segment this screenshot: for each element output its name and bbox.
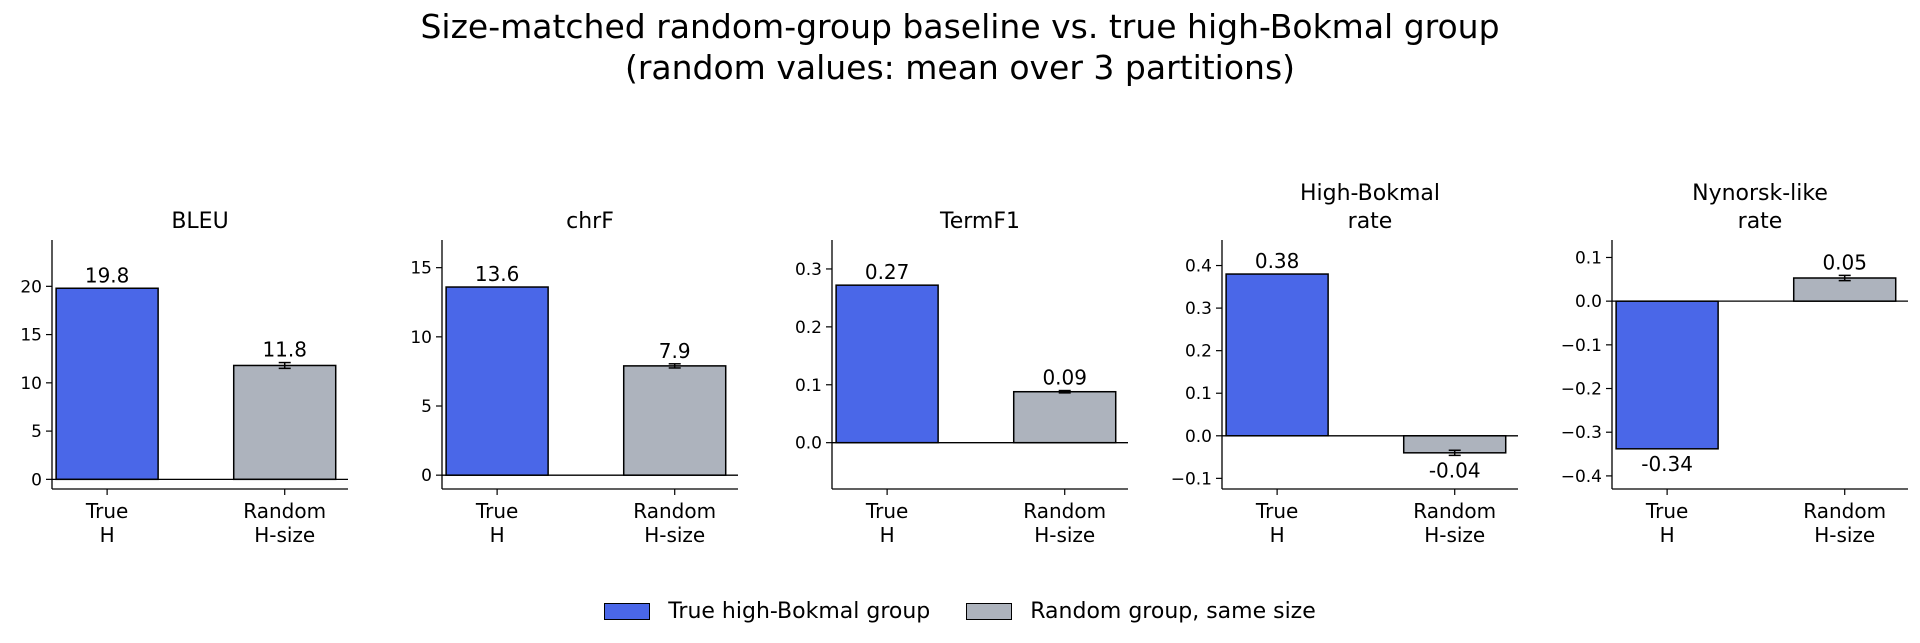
panel-4-title-line2: rate [1348, 209, 1393, 234]
panel-4-ytick-label: −0.1 [1171, 469, 1212, 489]
panel-3-xtick-label: True [865, 499, 908, 523]
panel-3-xtick-label: H [880, 523, 895, 547]
figure-title: Size-matched random-group baseline vs. t… [0, 6, 1920, 88]
panel-3-ytick-label: 0.2 [795, 318, 822, 338]
legend-swatch-true [604, 602, 651, 620]
panel-1-title-line1: BLEU [171, 209, 228, 234]
panel-4-xtick-label: H-size [1424, 523, 1485, 547]
panel-3-bar-random [1012, 390, 1117, 444]
panel-1-bar-true [55, 287, 159, 481]
panel-3-ytick-label: 0.3 [795, 260, 822, 280]
panel-3-error-bar-random [1058, 389, 1071, 394]
panel-2-title-line1: chrF [566, 209, 614, 234]
panel-4-xtick-label: Random [1413, 499, 1496, 523]
panel-5: Nynorsk-like rate −0.4 −0.3 −0.2 −0.1 0.0 0.1 Tr… [1561, 181, 1908, 547]
panel-2-ytick-label: 0 [421, 466, 432, 486]
panel-5-title-line2: rate [1738, 209, 1783, 234]
panel-5-bar-random [1792, 277, 1897, 302]
panel-5-xtick-label: Random [1803, 499, 1886, 523]
panel-2-value-label-true: 13.6 [475, 262, 520, 286]
legend-label-true: True high-Bokmal group [668, 598, 931, 624]
panel-5-error-bar-random [1838, 274, 1851, 282]
panel-5-xtick-label: H-size [1814, 523, 1875, 547]
panel-4-ytick-label: 0.1 [1185, 384, 1212, 404]
panel-4-value-label-random: -0.04 [1429, 458, 1481, 482]
panel-5-ytick-label: 0.0 [1575, 292, 1602, 312]
panel-1-value-label-true: 19.8 [85, 263, 130, 287]
panel-4-ytick-label: 0.4 [1185, 257, 1212, 277]
panel-2-error-bar-random [668, 363, 681, 369]
panel-2-value-label-random: 7.9 [659, 339, 691, 363]
legend-item-true: True high-Bokmal group [604, 599, 930, 624]
panel-4-error-bar-random [1448, 449, 1461, 457]
panel-5-ytick-label: −0.3 [1561, 423, 1602, 443]
panel-3-xtick-label: Random [1023, 499, 1106, 523]
panel-5-title-line1: Nynorsk-like [1692, 181, 1828, 206]
panel-2-bar-random [622, 365, 727, 476]
panel-2-xtick-label: H-size [644, 523, 705, 547]
panel-1-error-bar-random [278, 361, 291, 370]
panel-2-xtick-label: H [490, 523, 505, 547]
panel-1-ytick-label: 5 [31, 422, 42, 442]
panel-3-value-label-true: 0.27 [865, 260, 910, 284]
panel-4-title-line1: High-Bokmal [1300, 181, 1440, 206]
legend: True high-Bokmal group Random group, sam… [0, 594, 1920, 628]
panel-5-xtick-label: True [1645, 499, 1688, 523]
panel-5-value-label-true: -0.34 [1641, 452, 1693, 476]
panel-2-ytick-label: 10 [410, 328, 432, 348]
panel-2-xtick-label: Random [633, 499, 716, 523]
panel-5-ytick-label: −0.2 [1561, 380, 1602, 400]
panel-3-ytick-label: 0.1 [795, 376, 822, 396]
figure-title-line2: (random values: mean over 3 partitions) [624, 48, 1296, 87]
panel-4-value-label-true: 0.38 [1255, 249, 1300, 273]
figure-title-line1: Size-matched random-group baseline vs. t… [420, 7, 1500, 46]
panel-1-ytick-label: 10 [20, 374, 42, 394]
panel-4-xtick-label: H [1270, 523, 1285, 547]
panel-3-xtick-label: H-size [1034, 523, 1095, 547]
panel-1-ytick-label: 0 [31, 470, 42, 490]
panel-1-value-label-random: 11.8 [262, 338, 307, 362]
panel-3-value-label-random: 0.09 [1042, 366, 1087, 390]
panel-4-bar-true [1225, 273, 1329, 437]
panel-1-xtick-label: H [100, 523, 115, 547]
panel-1-xtick-label: True [85, 499, 128, 523]
panel-1-ytick-label: 20 [20, 277, 42, 297]
panel-5-ytick-label: −0.4 [1561, 467, 1602, 487]
panel-4-ytick-label: 0.2 [1185, 342, 1212, 362]
panel-4-ytick-label: 0.3 [1185, 299, 1212, 319]
panel-5-ytick-label: 0.1 [1575, 248, 1602, 268]
legend-label-random: Random group, same size [1030, 598, 1316, 624]
legend-swatch-random [966, 602, 1013, 620]
panel-2-xtick-label: True [475, 499, 518, 523]
legend-item-random: Random group, same size [966, 599, 1316, 624]
panel-2-bar-true [445, 286, 549, 476]
panel-1-xtick-label: H-size [254, 523, 315, 547]
panel-3-title-line1: TermF1 [939, 209, 1020, 234]
panel-5-bar-true [1615, 300, 1719, 450]
panel-5-value-label-random: 0.05 [1822, 250, 1867, 274]
panel-2-ytick-label: 5 [421, 397, 432, 417]
panel-4-xtick-label: True [1255, 499, 1298, 523]
panel-1-bar-random [232, 364, 337, 481]
panel-1-xtick-label: Random [243, 499, 326, 523]
panel-3-bar-true [835, 284, 939, 444]
panel-5-ytick-label: −0.1 [1561, 336, 1602, 356]
panel-3-ytick-label: 0.0 [795, 434, 822, 454]
panel-2-ytick-label: 15 [410, 259, 432, 279]
panel-5-xtick-label: H [1660, 523, 1675, 547]
panel-1-ytick-label: 15 [20, 326, 42, 346]
panel-4-ytick-label: 0.0 [1185, 427, 1212, 447]
